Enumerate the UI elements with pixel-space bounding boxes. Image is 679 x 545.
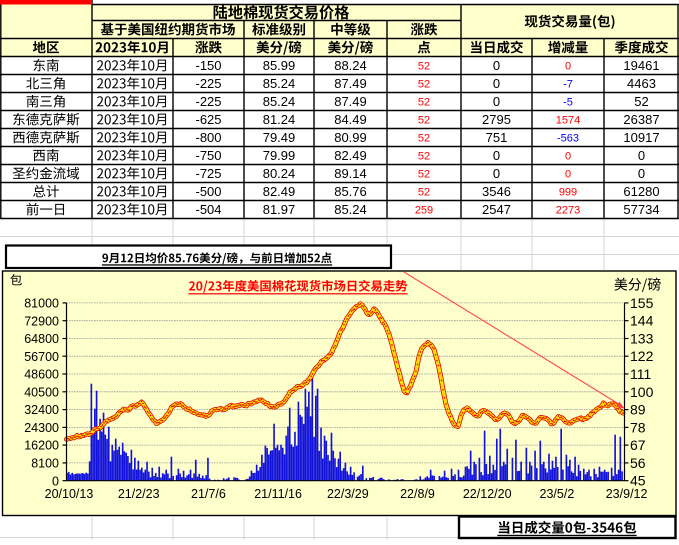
svg-text:52: 52 [634,94,648,109]
svg-text:133: 133 [630,331,654,347]
svg-text:-625: -625 [195,112,221,127]
svg-text:0: 0 [565,150,571,162]
svg-text:23/9/12: 23/9/12 [606,487,648,501]
svg-text:56: 56 [630,455,646,471]
svg-text:80.24: 80.24 [263,166,296,181]
svg-text:8100: 8100 [31,457,59,471]
svg-text:-5: -5 [563,96,573,108]
svg-text:751: 751 [486,130,508,145]
svg-text:22/8/9: 22/8/9 [400,487,435,501]
svg-text:79.49: 79.49 [263,130,296,145]
svg-text:52: 52 [418,78,430,90]
svg-text:56700: 56700 [24,350,59,364]
svg-text:-725: -725 [195,166,221,181]
svg-text:111: 111 [630,366,651,382]
svg-text:78: 78 [630,419,646,435]
svg-text:81.97: 81.97 [263,202,296,217]
svg-text:88.24: 88.24 [334,58,367,73]
svg-text:26387: 26387 [623,112,659,127]
svg-text:24300: 24300 [24,421,59,435]
svg-text:40500: 40500 [24,385,59,399]
svg-text:-150: -150 [195,58,221,73]
svg-text:52: 52 [418,132,430,144]
svg-text:-750: -750 [195,148,221,163]
svg-text:72900: 72900 [24,314,59,328]
svg-text:1574: 1574 [556,114,580,126]
svg-text:-7: -7 [563,78,573,90]
svg-text:21/2/23: 21/2/23 [118,487,160,501]
svg-text:16200: 16200 [24,439,59,453]
svg-text:-800: -800 [195,130,221,145]
svg-text:85.99: 85.99 [263,58,296,73]
svg-text:64800: 64800 [24,332,59,346]
svg-text:87.49: 87.49 [334,94,367,109]
svg-text:87.49: 87.49 [334,76,367,91]
svg-text:32400: 32400 [24,403,59,417]
svg-text:80.99: 80.99 [334,130,367,145]
svg-text:0: 0 [638,148,645,163]
svg-text:57734: 57734 [623,202,659,217]
svg-text:52: 52 [418,60,430,72]
svg-text:21/11/16: 21/11/16 [254,487,302,501]
svg-text:0: 0 [565,60,571,72]
svg-text:155: 155 [630,295,654,311]
svg-text:22/3/29: 22/3/29 [327,487,369,501]
svg-text:2547: 2547 [482,202,511,217]
svg-text:85.24: 85.24 [263,76,296,91]
svg-text:89: 89 [630,402,646,418]
svg-text:2273: 2273 [556,204,580,216]
svg-text:4463: 4463 [627,76,656,91]
svg-text:0: 0 [638,166,645,181]
svg-text:52: 52 [418,186,430,198]
svg-text:10917: 10917 [623,130,659,145]
svg-text:0: 0 [493,166,500,181]
svg-text:0: 0 [565,168,571,180]
svg-text:144: 144 [630,313,654,329]
svg-text:84.49: 84.49 [334,112,367,127]
svg-text:-500: -500 [195,184,221,199]
svg-text:0: 0 [493,76,500,91]
svg-text:52: 52 [418,114,430,126]
svg-text:85.76: 85.76 [334,184,367,199]
svg-text:0: 0 [493,94,500,109]
svg-text:-225: -225 [195,76,221,91]
svg-text:79.99: 79.99 [263,148,296,163]
svg-text:259: 259 [415,204,433,216]
svg-text:52: 52 [418,150,430,162]
svg-text:2795: 2795 [482,112,511,127]
svg-text:19461: 19461 [623,58,659,73]
svg-text:0: 0 [493,148,500,163]
svg-text:23/5/2: 23/5/2 [540,487,575,501]
svg-text:0: 0 [52,474,59,488]
svg-text:0: 0 [493,58,500,73]
svg-text:48600: 48600 [24,368,59,382]
svg-text:81000: 81000 [24,297,59,311]
svg-text:81.24: 81.24 [263,112,296,127]
svg-text:82.49: 82.49 [263,184,296,199]
svg-text:22/12/20: 22/12/20 [463,487,512,501]
svg-text:20/10/13: 20/10/13 [45,487,94,501]
svg-text:52: 52 [418,168,430,180]
svg-text:82.49: 82.49 [334,148,367,163]
svg-text:61280: 61280 [623,184,659,199]
svg-text:89.14: 89.14 [334,166,367,181]
svg-text:-563: -563 [557,132,579,144]
svg-text:67: 67 [630,437,646,453]
svg-text:122: 122 [630,348,654,364]
svg-text:85.24: 85.24 [263,94,296,109]
svg-text:-225: -225 [195,94,221,109]
svg-text:85.24: 85.24 [334,202,367,217]
svg-text:45: 45 [630,473,646,489]
svg-text:-504: -504 [195,202,221,217]
svg-text:3546: 3546 [482,184,511,199]
svg-text:21/7/6: 21/7/6 [191,487,226,501]
svg-text:999: 999 [559,186,577,198]
svg-text:52: 52 [418,96,430,108]
svg-text:100: 100 [630,384,654,400]
